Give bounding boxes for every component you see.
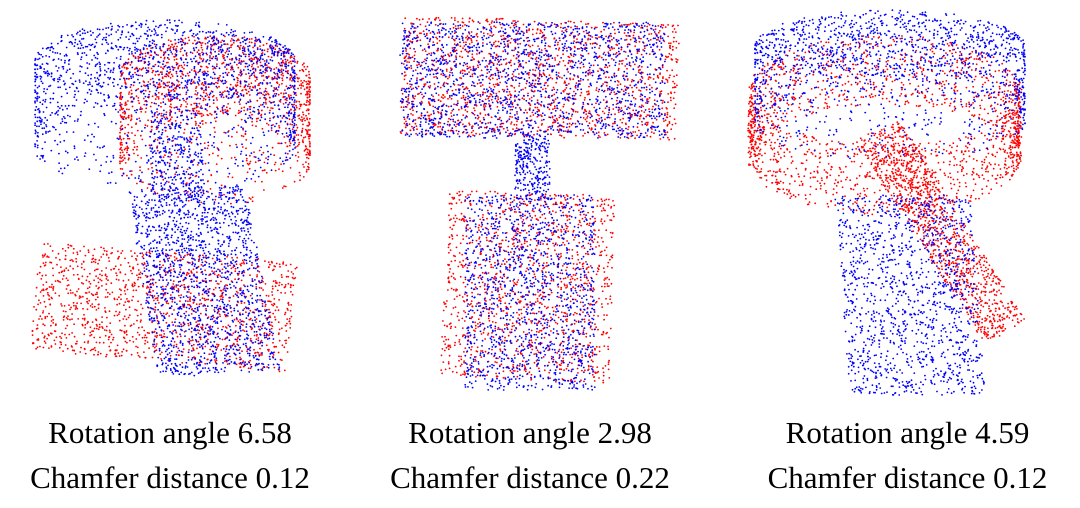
source-point-cloud bbox=[399, 16, 680, 384]
source-point-cloud bbox=[747, 35, 1025, 340]
rotation-angle-caption: Rotation angle 2.98 bbox=[408, 415, 652, 450]
point-cloud-2 bbox=[399, 16, 680, 391]
point-cloud-3 bbox=[747, 9, 1026, 396]
panel-3: Rotation angle 4.59 Chamfer distance 0.1… bbox=[735, 0, 1080, 508]
rotation-angle-caption: Rotation angle 4.59 bbox=[785, 415, 1030, 450]
chamfer-distance-caption: Chamfer distance 0.12 bbox=[30, 460, 310, 495]
point-cloud-1 bbox=[31, 19, 311, 377]
panel-1: Rotation angle 6.58 Chamfer distance 0.1… bbox=[0, 0, 340, 508]
target-point-cloud bbox=[754, 9, 1026, 396]
target-point-cloud bbox=[34, 19, 296, 377]
chamfer-distance-caption: Chamfer distance 0.22 bbox=[390, 460, 670, 495]
chamfer-distance-caption: Chamfer distance 0.12 bbox=[767, 460, 1048, 495]
target-point-cloud bbox=[399, 21, 666, 391]
source-point-cloud bbox=[31, 35, 311, 373]
panel-2: Rotation angle 2.98 Chamfer distance 0.2… bbox=[360, 0, 700, 508]
rotation-angle-caption: Rotation angle 6.58 bbox=[48, 415, 292, 450]
